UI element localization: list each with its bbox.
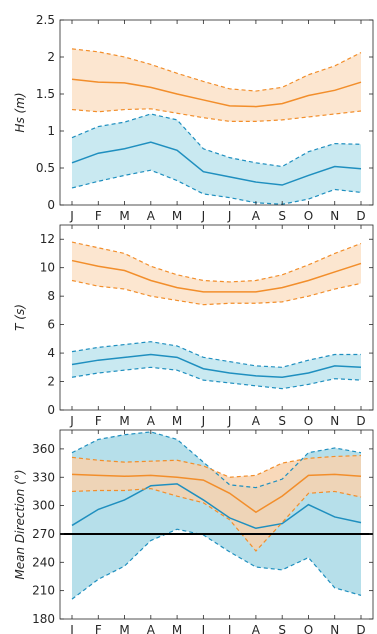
direction-ytick-label: 180 <box>32 612 55 626</box>
hs-series-1-band <box>72 113 361 205</box>
direction-panel: 180 210 240 270 300 330 360 J F M A M J J A S O N D Mean Di… <box>13 429 374 634</box>
hs-xtick-label: A <box>147 209 156 223</box>
direction-ytick-label: 360 <box>32 442 55 456</box>
hs-ytick-label: 0.5 <box>36 161 55 175</box>
hs-series-1-mean-line <box>71 141 362 186</box>
period-ytick-label: 2 <box>47 375 55 389</box>
direction-xtick-label: J <box>69 623 74 634</box>
direction-xtick-label: J <box>201 623 206 634</box>
hs-xtick-label: D <box>356 209 365 223</box>
period-xtick-label: A <box>147 414 156 428</box>
hs-ylabel: Hs (m) <box>13 92 27 132</box>
direction-series-1-band <box>72 455 361 551</box>
hs-ytick-label: 2.5 <box>36 13 55 27</box>
period-series-0-band <box>72 242 361 305</box>
direction-ytick-label: 330 <box>32 470 55 484</box>
hs-xtick-label: M <box>172 209 182 223</box>
hs-xtick-label: J <box>69 209 74 223</box>
direction-series-0-mean-line <box>71 483 362 530</box>
direction-ytick-label: 300 <box>32 499 55 513</box>
direction-xtick-label: J <box>227 623 232 634</box>
hs-series-0-mean-line <box>71 78 362 108</box>
hs-xtick-label: J <box>227 209 232 223</box>
hs-xtick-label: S <box>278 209 286 223</box>
period-xtick-label: J <box>201 414 206 428</box>
hs-xtick-label: N <box>330 209 339 223</box>
period-xtick-label: N <box>330 414 339 428</box>
hs-ytick-label: 0 <box>47 198 55 212</box>
direction-series-1-mean-line <box>71 473 362 514</box>
direction-series-0-lower-line <box>71 528 362 600</box>
direction-ylabel: Mean Direction (°) <box>13 469 27 579</box>
period-xtick-label: S <box>278 414 286 428</box>
period-xtick-label: D <box>356 414 365 428</box>
period-panel: 0 2 4 6 8 10 12 J F M A M J J A S O N D T (s) <box>13 224 374 428</box>
hs-plot-area <box>71 48 362 205</box>
direction-xtick-label: N <box>330 623 339 634</box>
period-ytick-label: 10 <box>40 261 55 275</box>
period-xtick-label: J <box>227 414 232 428</box>
period-series-1-upper-line <box>71 341 361 368</box>
period-xtick-label: M <box>172 414 182 428</box>
direction-xtick-label: S <box>278 623 286 634</box>
period-xtick-label: A <box>252 414 261 428</box>
hs-ytick-label: 2 <box>47 50 55 64</box>
direction-xtick-label: M <box>119 623 129 634</box>
period-xtick-label: F <box>95 414 102 428</box>
direction-xtick-label: D <box>356 623 365 634</box>
hs-series-1-upper-line <box>71 113 362 168</box>
direction-ytick-label: 210 <box>32 584 55 598</box>
period-series-0-mean-line <box>71 259 362 293</box>
period-axes-box <box>59 224 374 411</box>
direction-series-0-band <box>72 431 361 600</box>
period-series-1-lower-line <box>71 366 362 390</box>
direction-xtick-label: O <box>304 623 313 634</box>
hs-xtick-label: A <box>252 209 261 223</box>
hs-xtick-label: F <box>95 209 102 223</box>
period-series-0-upper-line <box>71 241 362 283</box>
period-ylabel: T (s) <box>13 304 27 331</box>
direction-xtick-label: A <box>147 623 156 634</box>
direction-series-0-upper-line <box>71 431 362 489</box>
direction-plot-area <box>71 431 362 600</box>
hs-ytick-label: 1.5 <box>36 87 55 101</box>
period-ytick-label: 4 <box>47 346 55 360</box>
hs-xtick-label: J <box>201 209 206 223</box>
direction-axes-box <box>59 429 374 620</box>
direction-xtick-label: A <box>252 623 261 634</box>
direction-series-1-lower-line <box>71 487 362 552</box>
hs-series-1-lower-line <box>71 169 362 205</box>
period-ytick-label: 6 <box>47 318 55 332</box>
hs-xtick-label: M <box>119 209 129 223</box>
hs-series-0-band <box>72 48 361 122</box>
direction-xtick-label: F <box>95 623 102 634</box>
period-ytick-label: 8 <box>47 289 55 303</box>
period-xtick-label: O <box>304 414 313 428</box>
direction-ytick-label: 240 <box>32 555 55 569</box>
direction-series-1-upper-line <box>71 454 362 478</box>
hs-xtick-label: O <box>304 209 313 223</box>
hs-ytick-label: 1 <box>47 124 55 138</box>
hs-panel: 0 0.5 1 1.5 2 2.5 J F M A M J J A S O N D Hs (m) <box>13 13 374 223</box>
period-ytick-label: 0 <box>47 403 55 417</box>
direction-xtick-label: M <box>172 623 182 634</box>
hs-axes-box <box>59 19 374 206</box>
direction-ytick-label: 270 <box>32 527 55 541</box>
period-ytick-label: 12 <box>40 232 55 246</box>
period-xtick-label: J <box>69 414 74 428</box>
period-xtick-label: M <box>119 414 129 428</box>
period-series-1-mean-line <box>71 353 362 379</box>
period-plot-area <box>71 241 362 390</box>
hs-series-0-upper-line <box>71 48 362 92</box>
